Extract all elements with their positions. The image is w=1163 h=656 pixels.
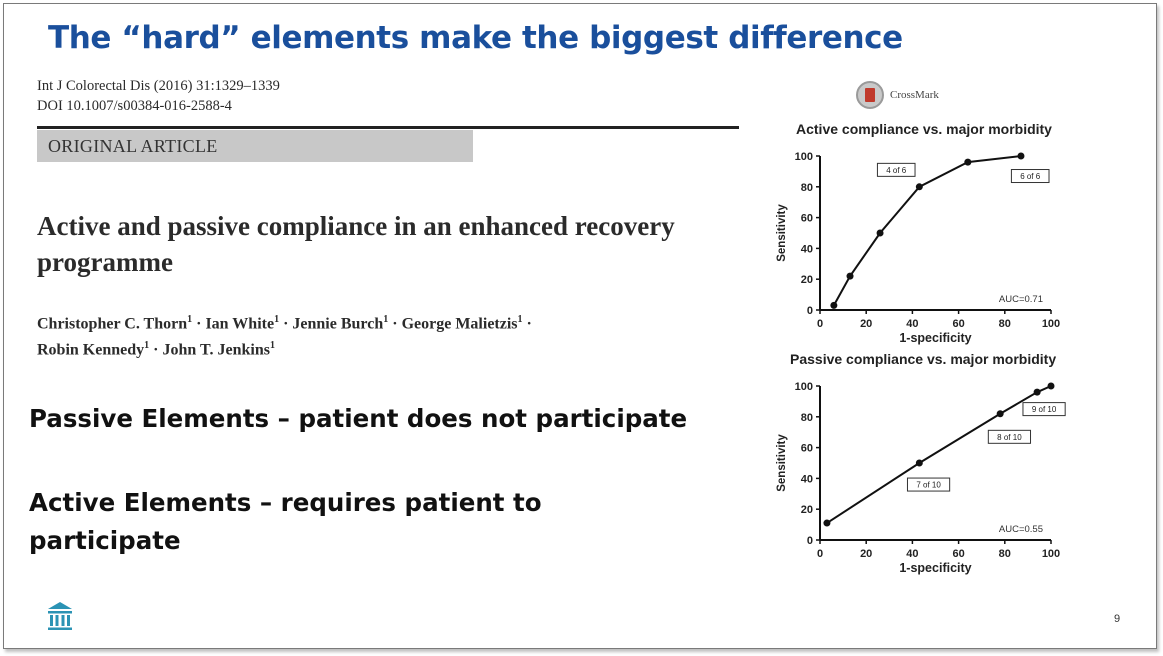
author-affiliation: 1 bbox=[144, 340, 150, 352]
x-tick-label: 60 bbox=[952, 548, 964, 560]
x-tick-label: 0 bbox=[817, 548, 823, 560]
slide: The “hard” elements make the biggest dif… bbox=[3, 3, 1157, 649]
header-rule bbox=[37, 126, 739, 129]
y-tick-label: 100 bbox=[795, 381, 813, 393]
y-tick-label: 60 bbox=[801, 213, 813, 225]
author-affiliation: 1 bbox=[269, 340, 275, 352]
y-tick-label: 80 bbox=[801, 412, 813, 424]
chart-title-active: Active compliance vs. major morbidity bbox=[796, 121, 1052, 137]
x-tick-label: 100 bbox=[1042, 318, 1060, 330]
y-tick-label: 100 bbox=[795, 151, 813, 163]
data-point bbox=[915, 183, 923, 191]
author-name: Christopher C. Thorn bbox=[37, 315, 188, 333]
series-line bbox=[826, 385, 1052, 524]
author-name: Jennie Burch bbox=[292, 315, 384, 333]
y-tick-label: 0 bbox=[807, 305, 813, 317]
point-annotation: 4 of 6 bbox=[876, 162, 916, 177]
x-tick-label: 20 bbox=[860, 318, 872, 330]
author-affiliation: 1 bbox=[274, 314, 280, 325]
y-tick-label: 40 bbox=[801, 243, 813, 255]
auc-label: AUC=0.55 bbox=[999, 524, 1043, 535]
data-point bbox=[1047, 382, 1055, 390]
x-tick-label: 40 bbox=[906, 318, 918, 330]
author-name: Robin Kennedy bbox=[37, 341, 145, 359]
page-number: 9 bbox=[1114, 613, 1121, 625]
chart-active-compliance: 0 20 40 60 80 100 0 20 40 60 80 100 1-specificity Sen… bbox=[776, 151, 1060, 345]
y-tick-label: 0 bbox=[807, 535, 813, 547]
data-point bbox=[830, 301, 838, 309]
point-annotation: 8 of 10 bbox=[987, 429, 1032, 444]
y-axis-label: Sensitivity bbox=[776, 434, 788, 492]
annotation-box bbox=[1022, 402, 1066, 417]
author-affiliation: 1 bbox=[517, 314, 523, 325]
annotation-text: 4 of 6 bbox=[886, 166, 907, 175]
author-name: George Malietzis bbox=[401, 315, 518, 333]
data-point bbox=[823, 519, 831, 527]
data-point bbox=[964, 158, 972, 166]
author-name: John T. Jenkins bbox=[162, 341, 270, 359]
institution-columns-icon bbox=[48, 602, 72, 630]
annotation-box bbox=[987, 429, 1032, 444]
y-tick-label: 20 bbox=[801, 274, 813, 286]
y-tick-label: 60 bbox=[801, 443, 813, 455]
y-tick-label: 20 bbox=[801, 504, 813, 516]
bullet-active-elements: Active Elements – requires patient to pa… bbox=[29, 488, 542, 555]
annotation-text: 7 of 10 bbox=[916, 481, 941, 490]
series-line bbox=[832, 155, 1022, 306]
x-axis-label: 1-specificity bbox=[899, 331, 971, 345]
paper-citation: Int J Colorectal Dis (2016) 31:1329–1339… bbox=[37, 76, 280, 116]
annotation-box bbox=[1010, 169, 1050, 184]
x-tick-label: 20 bbox=[860, 548, 872, 560]
x-tick-label: 40 bbox=[906, 548, 918, 560]
slide-title: The “hard” elements make the biggest dif… bbox=[48, 20, 903, 56]
doi-line: DOI 10.1007/s00384-016-2588-4 bbox=[37, 98, 232, 114]
point-annotation: 9 of 10 bbox=[1022, 402, 1066, 417]
author-affiliation: 1 bbox=[383, 314, 389, 325]
y-axis-label: Sensitivity bbox=[776, 204, 788, 262]
data-point bbox=[876, 229, 884, 237]
paper-authors: Christopher C. Thorn1 · Ian White1 · Jen… bbox=[37, 314, 532, 359]
y-tick-label: 80 bbox=[801, 182, 813, 194]
paper-title: Active and passive compliance in an enha… bbox=[37, 211, 675, 277]
x-axis-label: 1-specificity bbox=[899, 561, 971, 575]
annotation-box bbox=[906, 477, 951, 492]
article-type-label: ORIGINAL ARTICLE bbox=[48, 136, 218, 156]
point-annotation: 6 of 6 bbox=[1010, 169, 1050, 184]
crossmark-icon bbox=[856, 81, 884, 109]
data-point bbox=[915, 459, 923, 467]
x-tick-label: 80 bbox=[999, 548, 1011, 560]
annotation-text: 6 of 6 bbox=[1020, 172, 1041, 181]
data-point bbox=[846, 272, 854, 280]
point-annotation: 7 of 10 bbox=[906, 477, 951, 492]
x-tick-label: 100 bbox=[1042, 548, 1060, 560]
annotation-text: 9 of 10 bbox=[1032, 405, 1057, 414]
data-point bbox=[1033, 388, 1041, 396]
crossmark-label: CrossMark bbox=[890, 89, 939, 101]
y-tick-label: 40 bbox=[801, 473, 813, 485]
x-tick-label: 80 bbox=[999, 318, 1011, 330]
data-point bbox=[996, 410, 1004, 418]
chart-title-passive: Passive compliance vs. major morbidity bbox=[790, 351, 1057, 367]
data-point bbox=[1017, 152, 1025, 160]
crossmark-badge[interactable]: CrossMark bbox=[856, 79, 939, 111]
article-type-banner: ORIGINAL ARTICLE bbox=[37, 130, 473, 162]
bullet-passive-elements: Passive Elements – patient does not part… bbox=[29, 404, 688, 433]
author-affiliation: 1 bbox=[187, 314, 193, 325]
author-name: Ian White bbox=[205, 315, 275, 333]
annotation-box bbox=[876, 162, 916, 177]
x-tick-label: 60 bbox=[952, 318, 964, 330]
auc-label: AUC=0.71 bbox=[999, 294, 1043, 305]
chart-passive-compliance: 0 20 40 60 80 100 0 20 40 60 80 100 1-specificity Sen… bbox=[776, 381, 1066, 575]
journal-line: Int J Colorectal Dis (2016) 31:1329–1339 bbox=[37, 78, 280, 94]
x-tick-label: 0 bbox=[817, 318, 823, 330]
annotation-text: 8 of 10 bbox=[997, 433, 1022, 442]
